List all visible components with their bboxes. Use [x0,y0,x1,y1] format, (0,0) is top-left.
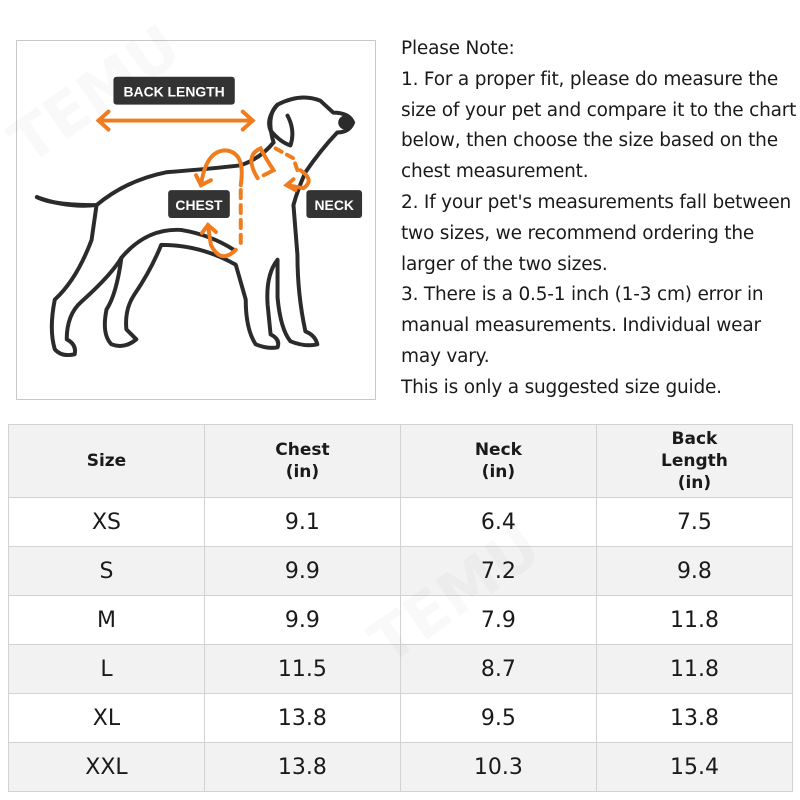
note-line: 1. For a proper fit, please do measure t… [401,68,779,90]
neck-dashed-line-icon [273,146,300,173]
note-line: 2. If your pet's measurements fall betwe… [401,191,792,213]
cell-neck: 10.3 [399,742,597,792]
cell-back-length: 11.8 [595,595,794,645]
cell-neck: 7.2 [399,546,597,596]
svg-text:NECK: NECK [315,197,354,213]
table-row: M 9.9 7.9 11.8 [8,595,794,645]
note-line: larger of the two sizes. [401,253,608,275]
cell-chest: 9.9 [203,546,401,596]
table-row: S 9.9 7.2 9.8 [8,546,794,596]
note-line: below, then choose the size based on the [401,130,778,152]
cell-size: L [8,644,205,694]
size-table: Size Chest (in) Neck (in) Back Length (in) X… [8,424,794,792]
note-line: size of your pet and compare it to the c… [401,99,797,121]
svg-text:BACK LENGTH: BACK LENGTH [124,84,225,100]
header-chest: Chest (in) [203,424,401,498]
chest-label: CHEST [168,190,230,219]
dog-nose-icon [338,115,353,130]
svg-text:CHEST: CHEST [175,197,223,213]
cell-neck: 7.9 [399,595,597,645]
cell-size: M [8,595,205,645]
cell-size: XXL [8,742,205,792]
cell-neck: 8.7 [399,644,597,694]
header-neck: Neck (in) [399,424,597,498]
table-row: XXL 13.8 10.3 15.4 [8,742,794,792]
table-row: XL 13.8 9.5 13.8 [8,693,794,743]
table-row: XS 9.1 6.4 7.5 [8,497,794,547]
note-line: may vary. [401,345,490,367]
cell-chest: 13.8 [203,742,401,792]
cell-neck: 6.4 [399,497,597,547]
note-heading: Please Note: [401,38,515,59]
cell-size: S [8,546,205,596]
cell-size: XL [8,693,205,743]
cell-chest: 13.8 [203,693,401,743]
cell-chest: 9.1 [203,497,401,547]
cell-back-length: 11.8 [595,644,794,694]
cell-back-length: 13.8 [595,693,794,743]
note-line: chest measurement. [401,161,589,183]
neck-label: NECK [306,190,363,219]
please-note-text: Please Note: 1. For a proper fit, please… [401,34,796,404]
note-line: 3. There is a 0.5-1 inch (1-3 cm) error … [401,284,764,306]
note-line: two sizes, we recommend ordering the [401,222,755,244]
cell-back-length: 9.8 [595,546,794,596]
cell-neck: 9.5 [399,693,597,743]
cell-back-length: 7.5 [595,497,794,547]
cell-chest: 11.5 [203,644,401,694]
table-row: L 11.5 8.7 11.8 [8,644,794,694]
header-back-length: Back Length (in) [595,424,794,498]
cell-chest: 9.9 [203,595,401,645]
table-header-row: Size Chest (in) Neck (in) Back Length (in) [8,424,794,498]
cell-size: XS [8,497,205,547]
back-length-label: BACK LENGTH [113,76,235,105]
note-line: manual measurements. Individual wear [401,315,761,337]
note-line: This is only a suggested size guide. [401,376,722,398]
dog-outline-icon: BACK LENGTH CHEST NECK [34,76,363,358]
cell-back-length: 15.4 [595,742,794,792]
header-size: Size [8,424,205,498]
dog-measurement-illustration: BACK LENGTH CHEST NECK [16,40,376,400]
